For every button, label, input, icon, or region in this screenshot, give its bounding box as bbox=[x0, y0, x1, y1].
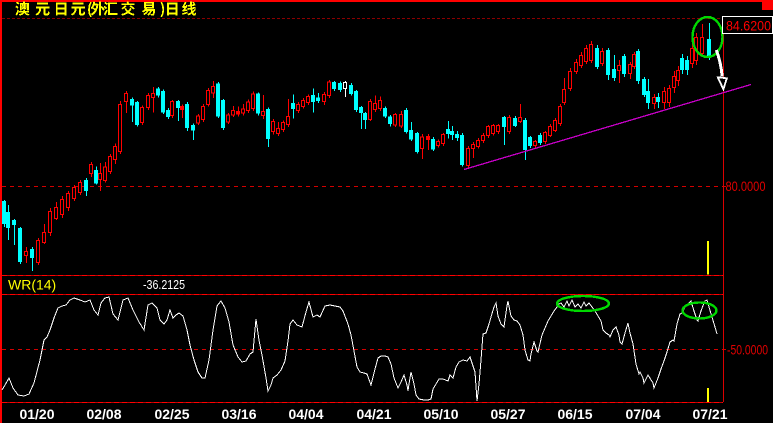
svg-text:07/21: 07/21 bbox=[693, 407, 728, 422]
svg-text:03/16: 03/16 bbox=[222, 407, 257, 422]
svg-text:07/04: 07/04 bbox=[626, 407, 661, 422]
svg-text:05/10: 05/10 bbox=[424, 407, 459, 422]
svg-text:WR(14): WR(14) bbox=[8, 277, 56, 293]
svg-text:05/27: 05/27 bbox=[491, 407, 526, 422]
svg-text:02/08: 02/08 bbox=[87, 407, 122, 422]
svg-text:-50.0000: -50.0000 bbox=[727, 343, 768, 358]
svg-text:06/15: 06/15 bbox=[558, 407, 593, 422]
svg-text:04/21: 04/21 bbox=[357, 407, 392, 422]
svg-text:-36.2125: -36.2125 bbox=[143, 277, 185, 292]
svg-text:01/20: 01/20 bbox=[20, 407, 55, 422]
svg-text:02/25: 02/25 bbox=[155, 407, 190, 422]
svg-text:04/04: 04/04 bbox=[289, 407, 324, 422]
svg-text:80.0000: 80.0000 bbox=[726, 179, 766, 194]
svg-text:84.6200: 84.6200 bbox=[726, 19, 771, 34]
